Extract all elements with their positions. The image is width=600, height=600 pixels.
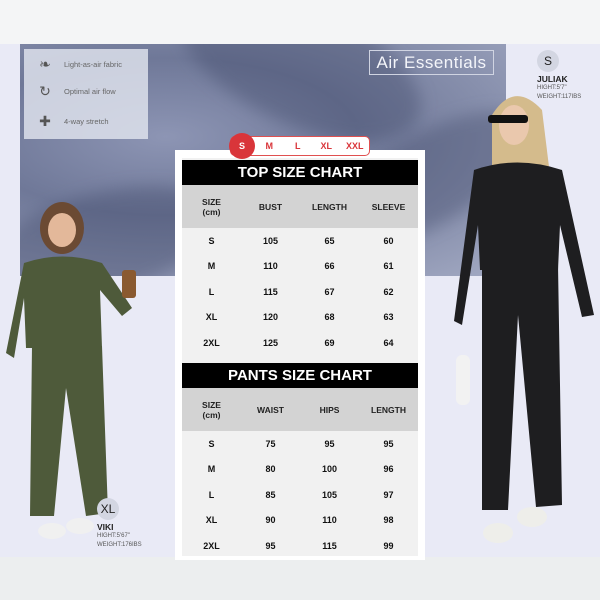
column-header: BUST <box>258 201 283 212</box>
table-header: SIZE (cm) WAIST HIPS LENGTH <box>182 388 418 431</box>
table-cell: 110 <box>263 261 278 272</box>
column-header: WAIST <box>257 404 284 415</box>
table-cell: M <box>207 464 216 475</box>
table-cell: 90 <box>265 515 276 526</box>
brand-label: Air Essentials <box>369 50 494 75</box>
table-cell: 125 <box>262 337 279 348</box>
table-row: XL 120 68 63 <box>182 305 418 331</box>
table-cell: 65 <box>324 235 335 246</box>
table-row: XL 90 110 98 <box>182 508 418 534</box>
table-cell: 97 <box>383 489 394 500</box>
airflow-icon: ↻ <box>39 83 51 99</box>
table-cell: 63 <box>383 312 394 323</box>
table-cell: 100 <box>321 464 338 475</box>
table-cell: 95 <box>265 540 276 551</box>
table-cell: 75 <box>265 438 276 449</box>
model-name: VIKI <box>97 522 114 532</box>
table-cell: L <box>208 489 215 500</box>
features-panel: ❧ Light-as-air fabric ↻ Optimal air flow ✚… <box>24 49 148 139</box>
model-height: HIGHT:5'67" <box>97 533 130 539</box>
table-cell: 64 <box>383 337 394 348</box>
model-left-info: XL VIKI HIGHT:5'67" WEIGHT:176IBS <box>97 498 142 550</box>
column-header: HIPS <box>319 404 340 415</box>
feature-label: Optimal air flow <box>64 87 116 96</box>
model-weight: WEIGHT:117IBS <box>537 94 582 100</box>
table-row: L 115 67 62 <box>182 279 418 305</box>
table-cell: S <box>208 438 215 449</box>
table-cell: 67 <box>324 286 335 297</box>
size-badge: XL <box>97 498 119 520</box>
table-cell: 85 <box>265 489 276 500</box>
feature-label: Light-as-air fabric <box>64 60 122 69</box>
table-cell: 105 <box>321 489 338 500</box>
table-cell: 80 <box>265 464 276 475</box>
column-header: LENGTH <box>371 404 406 415</box>
table-cell: S <box>208 235 215 246</box>
table-cell: 69 <box>324 337 335 348</box>
table-cell: 110 <box>322 515 337 526</box>
size-option-l[interactable]: L <box>295 141 301 151</box>
column-header: SIZE (cm) <box>202 196 221 217</box>
table-cell: 61 <box>383 261 394 272</box>
size-option-s[interactable]: S <box>229 133 255 159</box>
table-header: SIZE (cm) BUST LENGTH SLEEVE <box>182 185 418 228</box>
table-cell: 60 <box>383 235 394 246</box>
model-name: JULIAK <box>537 74 568 84</box>
table-row: M 110 66 61 <box>182 254 418 280</box>
table-row: S 105 65 60 <box>182 228 418 254</box>
feather-icon: ❧ <box>39 56 51 72</box>
top-size-chart: TOP SIZE CHART SIZE (cm) BUST LENGTH SLEEVE S… <box>182 160 418 356</box>
model-height: HIGHT:5'7" <box>537 85 567 91</box>
model-right-image <box>454 96 594 543</box>
table-cell: XL <box>205 515 218 526</box>
size-badge: S <box>537 50 559 72</box>
table-row: 2XL 125 69 64 <box>182 330 418 356</box>
table-cell: 95 <box>324 438 335 449</box>
table-cell: 95 <box>383 438 394 449</box>
size-option-xxl[interactable]: XXL <box>345 141 364 151</box>
model-right-info: S JULIAK HIGHT:5'7" WEIGHT:117IBS <box>537 50 581 102</box>
table-cell: 62 <box>383 286 394 297</box>
table-cell: M <box>207 261 216 272</box>
size-option-m[interactable]: M <box>265 141 274 151</box>
column-header: SLEEVE <box>371 201 406 212</box>
model-left-image <box>6 202 136 539</box>
table-cell: 2XL <box>203 540 220 551</box>
table-cell: 2XL <box>203 337 220 348</box>
size-option-xl[interactable]: XL <box>320 141 332 151</box>
table-cell: 105 <box>262 235 279 246</box>
column-header: SIZE (cm) <box>202 399 221 420</box>
table-cell: 115 <box>322 540 337 551</box>
chart-title: TOP SIZE CHART <box>182 160 418 185</box>
pants-size-chart: PANTS SIZE CHART SIZE (cm) WAIST HIPS LENGTH… <box>182 363 418 559</box>
table-cell: 98 <box>383 515 394 526</box>
model-weight: WEIGHT:176IBS <box>97 542 142 548</box>
stretch-icon: ✚ <box>39 113 51 129</box>
size-selector: S M L XL XXL <box>229 133 370 159</box>
table-row: 2XL 95 115 99 <box>182 533 418 559</box>
table-cell: L <box>208 286 215 297</box>
table-cell: 120 <box>262 312 279 323</box>
table-cell: 68 <box>324 312 335 323</box>
column-header: LENGTH <box>312 201 347 212</box>
table-cell: 96 <box>383 464 394 475</box>
table-cell: 115 <box>263 286 278 297</box>
table-cell: 99 <box>383 540 394 551</box>
chart-title: PANTS SIZE CHART <box>182 363 418 388</box>
table-cell: XL <box>205 312 218 323</box>
feature-label: 4-way stretch <box>64 117 109 126</box>
table-row: L 85 105 97 <box>182 482 418 508</box>
floor-band <box>0 557 600 600</box>
table-cell: 66 <box>324 261 335 272</box>
table-row: M 80 100 96 <box>182 457 418 483</box>
table-row: S 75 95 95 <box>182 431 418 457</box>
